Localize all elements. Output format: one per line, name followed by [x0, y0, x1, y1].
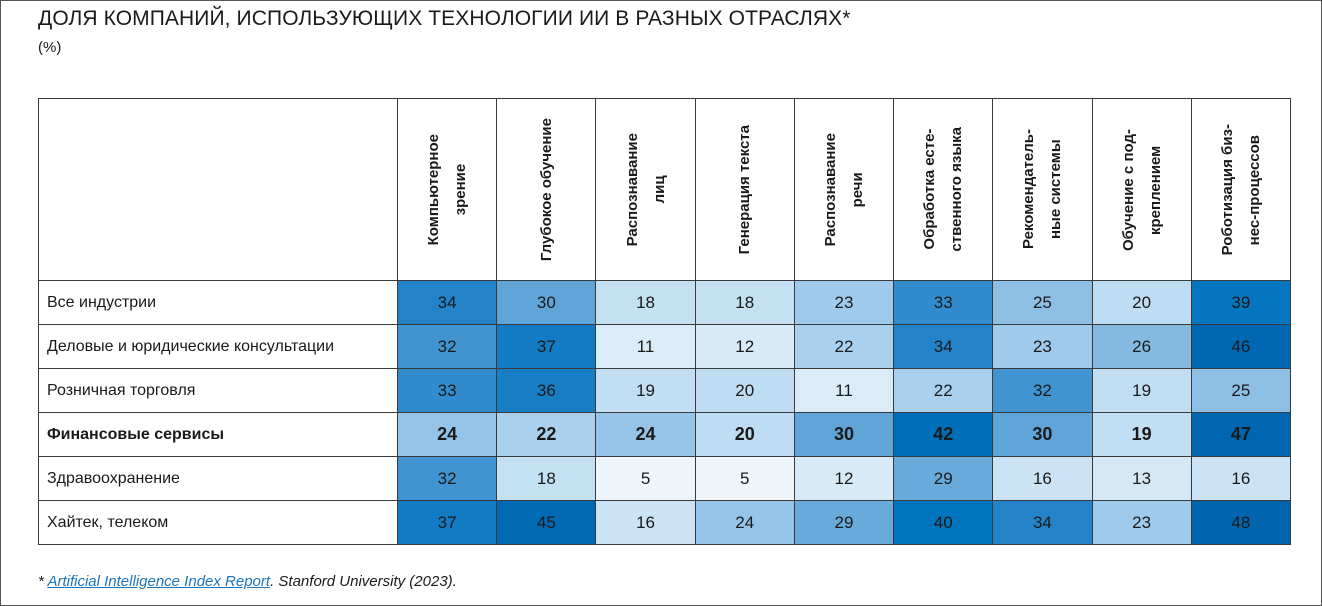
heatmap-cell: 16	[1190, 456, 1292, 501]
heatmap-cell: 18	[496, 456, 597, 501]
row-label: Хайтек, телеком	[38, 500, 398, 545]
heatmap-cell: 32	[396, 324, 498, 369]
heatmap-cell: 37	[496, 324, 597, 369]
column-header-label: Распознавание лиц	[623, 132, 668, 247]
heatmap-cell: 48	[1190, 500, 1292, 545]
column-header-label: Компьютерное зрение	[425, 133, 470, 246]
heatmap-cell: 5	[595, 456, 696, 501]
chart-subtitle: (%)	[38, 39, 62, 56]
row-label: Финансовые сервисы	[38, 412, 398, 457]
heatmap-cell: 30	[793, 412, 895, 457]
heatmap-cell: 24	[595, 412, 696, 457]
heatmap-cell: 20	[694, 368, 795, 413]
column-header-label: Роботизация биз- нес-процессов	[1218, 123, 1263, 256]
footnote: * Artificial Intelligence Index Report. …	[38, 573, 457, 590]
table-row: Деловые и юридические консультации 32 37 11…	[38, 324, 1292, 369]
table-row: Здравоохранение 32 18 5 5 12 29 16 13 16	[38, 456, 1292, 501]
heatmap-cell: 42	[893, 412, 994, 457]
heatmap-cell: 11	[595, 324, 696, 369]
table-row: Все индустрии 34 30 18 18 23 33 25 20 39	[38, 280, 1292, 325]
heatmap-cell: 20	[694, 412, 795, 457]
chart-title: ДОЛЯ КОМПАНИЙ, ИСПОЛЬЗУЮЩИХ ТЕХНОЛОГИИ И…	[38, 7, 851, 30]
footnote-suffix: . Stanford University (2023).	[270, 573, 457, 590]
column-header: Компьютерное зрение	[396, 98, 498, 281]
corner-cell	[38, 98, 398, 281]
column-header: Глубокое обучение	[496, 98, 597, 281]
heatmap-cell: 22	[893, 368, 994, 413]
heatmap-cell: 23	[1091, 500, 1192, 545]
header-row: Компьютерное зрение Глубокое обучение Расп…	[38, 98, 1292, 281]
heatmap-cell: 30	[992, 412, 1093, 457]
heatmap-cell: 16	[992, 456, 1093, 501]
table-row: Хайтек, телеком 37 45 16 24 29 40 34 23 48	[38, 500, 1292, 545]
heatmap-cell: 39	[1190, 280, 1292, 325]
heatmap-cell: 20	[1091, 280, 1192, 325]
column-header-label: Генерация текста	[736, 124, 754, 255]
heatmap-cell: 36	[496, 368, 597, 413]
heatmap-cell: 29	[793, 500, 895, 545]
column-header-label: Обучение с под- креплением	[1119, 128, 1164, 251]
heatmap-cell: 19	[1091, 412, 1192, 457]
heatmap-table: Компьютерное зрение Глубокое обучение Расп…	[38, 98, 1292, 545]
column-header: Генерация текста	[694, 98, 795, 281]
heatmap-cell: 34	[396, 280, 498, 325]
column-header-label: Обработка есте- ственного языка	[921, 127, 966, 252]
heatmap-cell: 32	[992, 368, 1093, 413]
heatmap-cell: 34	[893, 324, 994, 369]
column-header: Распознавание речи	[793, 98, 895, 281]
heatmap-cell: 34	[992, 500, 1093, 545]
row-label: Здравоохранение	[38, 456, 398, 501]
heatmap-cell: 18	[694, 280, 795, 325]
heatmap-cell: 46	[1190, 324, 1292, 369]
heatmap-cell: 11	[793, 368, 895, 413]
heatmap-cell: 13	[1091, 456, 1192, 501]
heatmap-cell: 45	[496, 500, 597, 545]
heatmap-cell: 33	[893, 280, 994, 325]
heatmap-cell: 24	[396, 412, 498, 457]
heatmap-cell: 26	[1091, 324, 1192, 369]
heatmap-cell: 25	[1190, 368, 1292, 413]
heatmap-cell: 24	[694, 500, 795, 545]
column-header: Рекомендатель- ные системы	[992, 98, 1093, 281]
row-label: Деловые и юридические консультации	[38, 324, 398, 369]
source-link[interactable]: Artificial Intelligence Index Report	[47, 573, 271, 590]
heatmap-cell: 5	[694, 456, 795, 501]
footnote-prefix: *	[38, 573, 48, 590]
heatmap-cell: 19	[1091, 368, 1192, 413]
table-row: Розничная торговля 33 36 19 20 11 22 32 19 25	[38, 368, 1292, 413]
heatmap-cell: 29	[893, 456, 994, 501]
column-header-label: Глубокое обучение	[537, 117, 555, 262]
heatmap-cell: 23	[793, 280, 895, 325]
column-header: Роботизация биз- нес-процессов	[1190, 98, 1292, 281]
heatmap-cell: 23	[992, 324, 1093, 369]
column-header-label: Распознавание речи	[821, 132, 866, 247]
heatmap-cell: 30	[496, 280, 597, 325]
heatmap-cell: 22	[496, 412, 597, 457]
row-label: Розничная торговля	[38, 368, 398, 413]
heatmap-cell: 12	[793, 456, 895, 501]
heatmap-cell: 32	[396, 456, 498, 501]
heatmap-cell: 37	[396, 500, 498, 545]
column-header: Обучение с под- креплением	[1091, 98, 1192, 281]
heatmap-cell: 19	[595, 368, 696, 413]
column-header: Распознавание лиц	[595, 98, 696, 281]
heatmap-cell: 22	[793, 324, 895, 369]
heatmap-cell: 33	[396, 368, 498, 413]
heatmap-body: Все индустрии 34 30 18 18 23 33 25 20 39 Деловые и…	[38, 280, 1292, 545]
column-header: Обработка есте- ственного языка	[893, 98, 994, 281]
heatmap-cell: 25	[992, 280, 1093, 325]
table-row: Финансовые сервисы 24 22 24 20 30 42 30 19 47	[38, 412, 1292, 457]
heatmap-cell: 18	[595, 280, 696, 325]
heatmap-cell: 16	[595, 500, 696, 545]
heatmap-cell: 12	[694, 324, 795, 369]
heatmap-cell: 47	[1190, 412, 1292, 457]
heatmap-cell: 40	[893, 500, 994, 545]
row-label: Все индустрии	[38, 280, 398, 325]
column-header-label: Рекомендатель- ные системы	[1020, 129, 1065, 250]
